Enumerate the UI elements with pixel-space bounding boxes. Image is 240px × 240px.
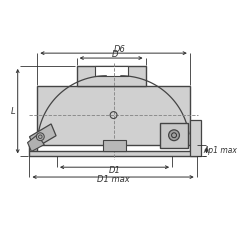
Text: D: D [112,50,118,59]
Polygon shape [190,120,201,156]
Polygon shape [77,66,145,86]
Text: D1 max: D1 max [97,175,129,185]
Polygon shape [160,123,188,148]
Polygon shape [95,66,128,76]
Polygon shape [30,151,197,156]
Polygon shape [28,135,44,151]
Text: D6: D6 [114,45,126,54]
Polygon shape [30,144,37,151]
Polygon shape [103,140,126,151]
Text: Ap1 max: Ap1 max [203,146,237,155]
Circle shape [36,133,44,141]
Polygon shape [30,124,56,149]
Text: L: L [11,107,15,116]
Circle shape [169,130,180,141]
Text: D1: D1 [109,166,120,175]
Polygon shape [190,144,197,151]
Polygon shape [37,86,190,144]
